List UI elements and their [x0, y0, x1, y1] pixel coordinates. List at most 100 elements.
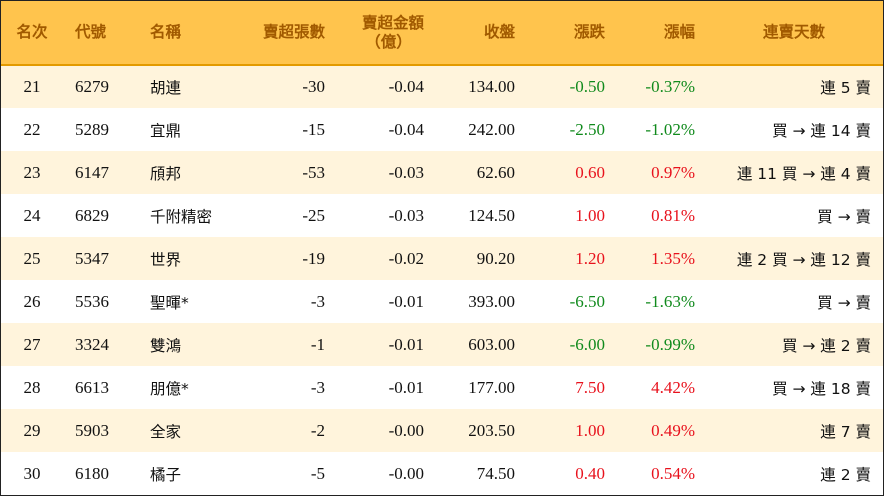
cell-net-sell-amount: -0.01 — [388, 377, 424, 397]
cell-name: 雙鴻 — [150, 336, 182, 355]
cell-net-sell-lots: -3 — [310, 291, 325, 311]
table-row: 25 5347 世界 -19 -0.02 90.20 1.20 1.35% 連 … — [1, 237, 883, 280]
header-net-sell-amount: 賣超金額 （億） — [335, 1, 434, 65]
cell-rank: 29 — [23, 420, 41, 440]
cell-net-sell-lots: -1 — [310, 334, 325, 354]
cell-net-sell-lots: -5 — [310, 463, 325, 483]
cell-name: 世界 — [150, 250, 182, 269]
cell-streak: 連 5 賣 — [820, 79, 871, 97]
cell-net-sell-amount: -0.04 — [388, 77, 424, 96]
cell-net-sell-amount: -0.01 — [388, 291, 424, 311]
cell-change-pct: 4.42% — [651, 377, 695, 397]
cell-code: 5347 — [75, 248, 109, 268]
cell-rank: 23 — [23, 162, 41, 182]
cell-change: -0.50 — [569, 77, 605, 96]
table-body: 21 6279 胡連 -30 -0.04 134.00 -0.50 -0.37%… — [1, 65, 883, 495]
cell-close: 393.00 — [468, 291, 515, 311]
header-close: 收盤 — [483, 23, 515, 41]
cell-change-pct: -0.99% — [645, 334, 695, 354]
cell-change-pct: -1.02% — [645, 119, 695, 139]
cell-change: 1.00 — [575, 205, 605, 225]
cell-change-pct: 1.35% — [651, 248, 695, 268]
cell-streak: 連 2 賣 — [820, 465, 871, 484]
header-streak: 連賣天數 — [762, 23, 825, 41]
table-row: 21 6279 胡連 -30 -0.04 134.00 -0.50 -0.37%… — [1, 65, 883, 108]
cell-close: 203.50 — [468, 420, 515, 440]
cell-net-sell-lots: -15 — [302, 119, 325, 139]
header-name: 名稱 — [150, 23, 182, 41]
header-row: 名次 代號 名稱 賣超張數 賣超金額 （億） 收盤 漲跌 漲幅 連賣天數 — [1, 1, 883, 65]
cell-streak: 買 → 連 14 賣 — [772, 121, 871, 140]
table-row: 24 6829 千附精密 -25 -0.03 124.50 1.00 0.81%… — [1, 194, 883, 237]
cell-name: 橘子 — [150, 465, 182, 484]
cell-name: 朋億* — [150, 379, 189, 398]
cell-code: 6613 — [75, 377, 109, 397]
table-row: 30 6180 橘子 -5 -0.00 74.50 0.40 0.54% 連 2… — [1, 452, 883, 495]
cell-name: 聖暉* — [150, 293, 189, 312]
cell-name: 胡連 — [150, 79, 182, 97]
cell-code: 5536 — [75, 291, 109, 311]
cell-rank: 28 — [23, 377, 41, 397]
cell-code: 5903 — [75, 420, 109, 440]
cell-code: 3324 — [75, 334, 109, 354]
table-row: 29 5903 全家 -2 -0.00 203.50 1.00 0.49% 連 … — [1, 409, 883, 452]
table-header: 名次 代號 名稱 賣超張數 賣超金額 （億） 收盤 漲跌 漲幅 連賣天數 — [1, 1, 883, 65]
cell-name: 全家 — [150, 422, 182, 441]
cell-name: 頎邦 — [150, 164, 182, 183]
cell-change: -6.00 — [569, 334, 605, 354]
cell-close: 62.60 — [476, 162, 515, 182]
cell-change-pct: 0.97% — [651, 162, 695, 182]
table-row: 22 5289 宜鼎 -15 -0.04 242.00 -2.50 -1.02%… — [1, 108, 883, 151]
cell-close: 177.00 — [468, 377, 515, 397]
cell-name: 千附精密 — [150, 207, 213, 226]
cell-net-sell-lots: -3 — [310, 377, 325, 397]
cell-code: 6829 — [75, 205, 109, 225]
cell-streak: 連 2 買 → 連 12 賣 — [736, 250, 871, 269]
cell-rank: 27 — [23, 334, 41, 354]
cell-net-sell-amount: -0.03 — [388, 205, 424, 225]
cell-streak: 連 7 賣 — [820, 422, 871, 441]
cell-net-sell-amount: -0.02 — [388, 248, 424, 268]
cell-rank: 30 — [23, 463, 41, 483]
cell-net-sell-lots: -2 — [310, 420, 325, 440]
cell-change: -6.50 — [569, 291, 605, 311]
cell-net-sell-lots: -30 — [302, 77, 325, 96]
header-net-sell-lots: 賣超張數 — [262, 23, 325, 41]
cell-close: 134.00 — [468, 77, 515, 96]
cell-change-pct: 0.49% — [651, 420, 695, 440]
cell-code: 6180 — [75, 463, 109, 483]
header-net-sell-amount-line1: 賣超金額 — [361, 13, 424, 32]
cell-rank: 21 — [23, 77, 41, 96]
table-row: 23 6147 頎邦 -53 -0.03 62.60 0.60 0.97% 連 … — [1, 151, 883, 194]
cell-net-sell-lots: -53 — [302, 162, 325, 182]
cell-close: 74.50 — [476, 463, 515, 483]
cell-change: 1.20 — [575, 248, 605, 268]
cell-change: 0.40 — [575, 463, 605, 483]
header-rank: 名次 — [16, 23, 48, 41]
table-row: 28 6613 朋億* -3 -0.01 177.00 7.50 4.42% 買… — [1, 366, 883, 409]
cell-change: 0.60 — [575, 162, 605, 182]
cell-net-sell-lots: -19 — [302, 248, 325, 268]
cell-close: 90.20 — [476, 248, 515, 268]
header-code: 代號 — [75, 23, 107, 41]
cell-change-pct: 0.81% — [651, 205, 695, 225]
cell-streak: 買 → 連 2 賣 — [781, 336, 871, 355]
cell-net-sell-amount: -0.00 — [388, 463, 424, 483]
cell-name: 宜鼎 — [150, 121, 182, 140]
cell-code: 6147 — [75, 162, 109, 182]
header-net-sell-amount-line2: （億） — [365, 32, 412, 51]
cell-change-pct: -1.63% — [645, 291, 695, 311]
cell-streak: 買 → 賣 — [817, 207, 871, 226]
cell-rank: 24 — [23, 205, 41, 225]
cell-change: 7.50 — [575, 377, 605, 397]
cell-net-sell-amount: -0.03 — [388, 162, 424, 182]
cell-close: 124.50 — [468, 205, 515, 225]
cell-close: 603.00 — [468, 334, 515, 354]
cell-net-sell-amount: -0.00 — [388, 420, 424, 440]
cell-change: -2.50 — [569, 119, 605, 139]
cell-change-pct: 0.54% — [651, 463, 695, 483]
cell-rank: 26 — [23, 291, 41, 311]
cell-rank: 25 — [23, 248, 41, 268]
cell-code: 6279 — [75, 77, 109, 96]
